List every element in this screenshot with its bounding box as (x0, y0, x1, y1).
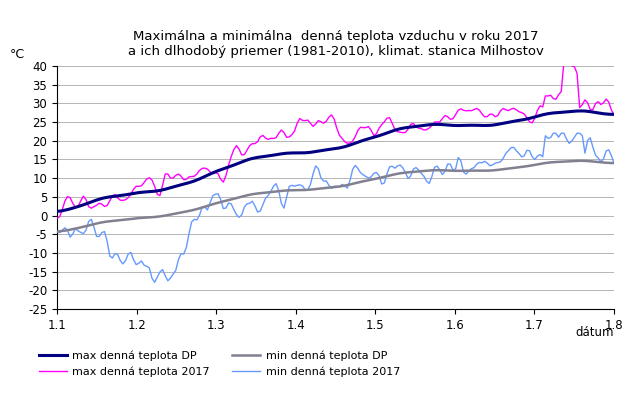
max denná teplota DP (465, 123, 473, 128)
min denná teplota 2017 (82, 227, 90, 232)
min denná teplota 2017 (53, 229, 61, 234)
min denná teplota DP (322, 185, 330, 190)
Line: min denná teplota DP: min denná teplota DP (57, 161, 614, 232)
min denná teplota 2017 (151, 280, 158, 285)
Legend: max denná teplota DP, max denná teplota 2017, min denná teplota DP, min denná te: max denná teplota DP, max denná teplota … (35, 346, 404, 382)
min denná teplota DP (576, 158, 584, 163)
min denná teplota 2017 (534, 154, 541, 159)
min denná teplota 2017 (610, 161, 618, 166)
max denná teplota 2017 (610, 112, 618, 117)
min denná teplota 2017 (96, 234, 103, 239)
max denná teplota DP (610, 112, 618, 117)
max denná teplota DP (53, 209, 61, 214)
Text: °C: °C (9, 48, 25, 61)
max denná teplota DP (96, 197, 103, 201)
max denná teplota DP (322, 147, 330, 152)
min denná teplota DP (82, 224, 90, 229)
min denná teplota 2017 (549, 131, 557, 136)
max denná teplota 2017 (449, 116, 457, 121)
max denná teplota 2017 (53, 216, 61, 221)
Line: max denná teplota DP: max denná teplota DP (57, 111, 614, 211)
min denná teplota 2017 (325, 183, 333, 188)
Line: min denná teplota 2017: min denná teplota 2017 (57, 133, 614, 282)
min denná teplota 2017 (452, 166, 460, 171)
min denná teplota DP (531, 162, 539, 167)
max denná teplota 2017 (531, 116, 539, 121)
min denná teplota 2017 (468, 166, 475, 171)
max denná teplota 2017 (565, 55, 573, 60)
max denná teplota 2017 (465, 108, 473, 113)
max denná teplota 2017 (96, 201, 103, 206)
Line: max denná teplota 2017: max denná teplota 2017 (57, 58, 614, 218)
max denná teplota DP (576, 108, 584, 113)
min denná teplota DP (465, 168, 473, 173)
min denná teplota DP (96, 220, 103, 225)
max denná teplota DP (531, 115, 539, 119)
Text: dátum: dátum (575, 326, 614, 339)
max denná teplota 2017 (322, 119, 330, 124)
min denná teplota DP (449, 168, 457, 173)
max denná teplota 2017 (82, 197, 90, 202)
max denná teplota DP (449, 123, 457, 128)
Title: Maximálna a minimálna  denná teplota vzduchu v roku 2017
a ich dlhodobý priemer : Maximálna a minimálna denná teplota vzdu… (128, 30, 543, 58)
min denná teplota DP (53, 229, 61, 234)
max denná teplota DP (82, 201, 90, 206)
min denná teplota DP (610, 161, 618, 166)
